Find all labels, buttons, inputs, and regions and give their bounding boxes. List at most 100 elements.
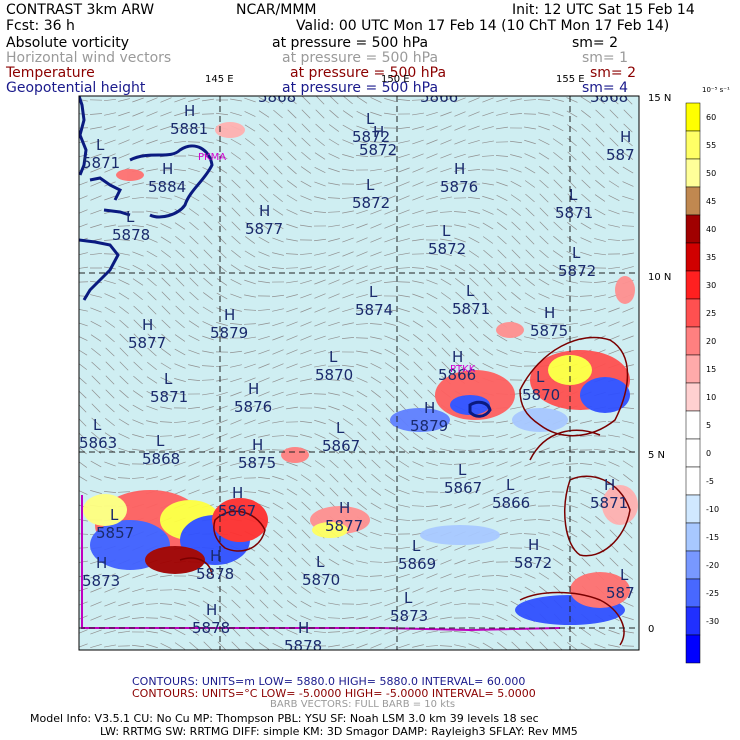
wind-barb — [189, 263, 199, 273]
wind-barb — [468, 545, 480, 551]
wind-barb — [300, 224, 312, 228]
wind-barb — [441, 305, 451, 315]
wind-barb — [538, 476, 550, 480]
wind-barb — [145, 435, 159, 437]
wind-barb — [525, 263, 535, 273]
wind-barb — [551, 477, 565, 479]
wind-barb — [300, 195, 312, 201]
wind-barb — [482, 602, 494, 606]
wind-barb — [440, 139, 452, 145]
wind-barb — [91, 417, 101, 427]
wind-barb — [454, 517, 466, 523]
wind-barb — [343, 96, 353, 105]
wind-barb — [342, 588, 354, 592]
height-value: 5872 — [514, 554, 552, 572]
wind-barb — [385, 431, 395, 441]
wind-barb — [230, 447, 242, 453]
height-value: 5870 — [522, 386, 560, 404]
colorbar-swatch — [685, 158, 701, 188]
wind-barb — [329, 109, 339, 119]
wind-barb — [356, 251, 368, 257]
wind-barb — [287, 571, 297, 581]
wind-barb — [188, 208, 200, 216]
wind-barb — [91, 403, 101, 413]
init-time: Init: 12 UTC Sat 15 Feb 14 — [512, 2, 695, 18]
wind-barb — [440, 448, 452, 452]
wind-barb — [230, 433, 242, 439]
wind-barb — [145, 603, 159, 605]
wind-barb — [285, 267, 299, 269]
wind-barb — [244, 433, 256, 439]
wind-barb — [356, 140, 368, 144]
wind-barb — [511, 235, 521, 245]
wind-barb — [342, 574, 354, 578]
wind-barb — [496, 461, 508, 467]
wind-barb — [370, 182, 382, 186]
height-value: 5863 — [79, 434, 117, 452]
wind-barb — [132, 644, 144, 648]
wind-barb — [217, 599, 227, 609]
wind-barb — [622, 307, 634, 313]
wind-barb — [496, 475, 508, 481]
wind-barb — [524, 490, 536, 494]
wind-barb — [104, 125, 116, 131]
height-value: 5876 — [440, 178, 478, 196]
wind-barb — [273, 599, 283, 609]
wind-barb — [132, 419, 144, 425]
wind-barb — [483, 249, 493, 259]
wind-barb — [369, 155, 383, 157]
wind-barb — [523, 113, 537, 115]
wind-barb — [132, 448, 144, 452]
wind-barb — [104, 644, 116, 648]
wind-barb — [609, 529, 619, 539]
height-value: 5866 — [420, 88, 458, 106]
wind-barb — [327, 211, 341, 213]
wind-barb — [439, 225, 453, 227]
wind-barb — [230, 364, 242, 368]
wind-barb — [105, 361, 115, 371]
wind-barb — [342, 378, 354, 382]
wind-barb — [482, 434, 494, 438]
wind-barb — [244, 391, 256, 397]
wind-barb — [272, 489, 284, 495]
wind-barb — [357, 431, 367, 441]
wind-barb — [483, 334, 493, 342]
wind-barb — [454, 139, 466, 145]
wind-barb — [217, 221, 227, 231]
wind-barb — [273, 165, 283, 175]
wind-barb — [301, 109, 311, 119]
wind-barb — [370, 517, 382, 523]
wind-barb — [538, 307, 550, 313]
wind-barb — [384, 112, 396, 116]
wind-barb — [538, 322, 550, 326]
wind-barb — [286, 377, 298, 383]
wind-barb — [566, 322, 578, 326]
wind-barb — [258, 280, 270, 284]
wind-barb — [272, 294, 284, 298]
wind-barb — [426, 559, 438, 565]
wind-barb — [343, 459, 353, 469]
wind-barb — [259, 137, 269, 147]
wind-barb — [370, 336, 382, 340]
height-value: 5881 — [170, 120, 208, 138]
wind-barb — [482, 461, 494, 467]
wind-barb — [231, 235, 241, 245]
wind-barb — [202, 180, 214, 188]
wind-barb — [440, 265, 452, 271]
colorbar-swatch — [685, 102, 701, 132]
wind-barb — [188, 420, 200, 424]
wind-barb — [217, 641, 227, 650]
high-marker: H — [252, 436, 263, 454]
wind-barb — [622, 615, 634, 621]
wind-barb — [482, 236, 494, 244]
footer-model-info-2: LW: RRTMG SW: RRTMG DIFF: simple KM: 3D … — [100, 725, 578, 738]
high-marker: H — [142, 316, 153, 334]
high-marker: H — [162, 160, 173, 178]
wind-barb — [579, 295, 593, 297]
wind-barb — [566, 265, 578, 271]
wind-barb — [231, 250, 241, 258]
wind-barb — [482, 182, 494, 186]
wind-barb — [441, 319, 451, 329]
wind-barb — [454, 111, 466, 117]
